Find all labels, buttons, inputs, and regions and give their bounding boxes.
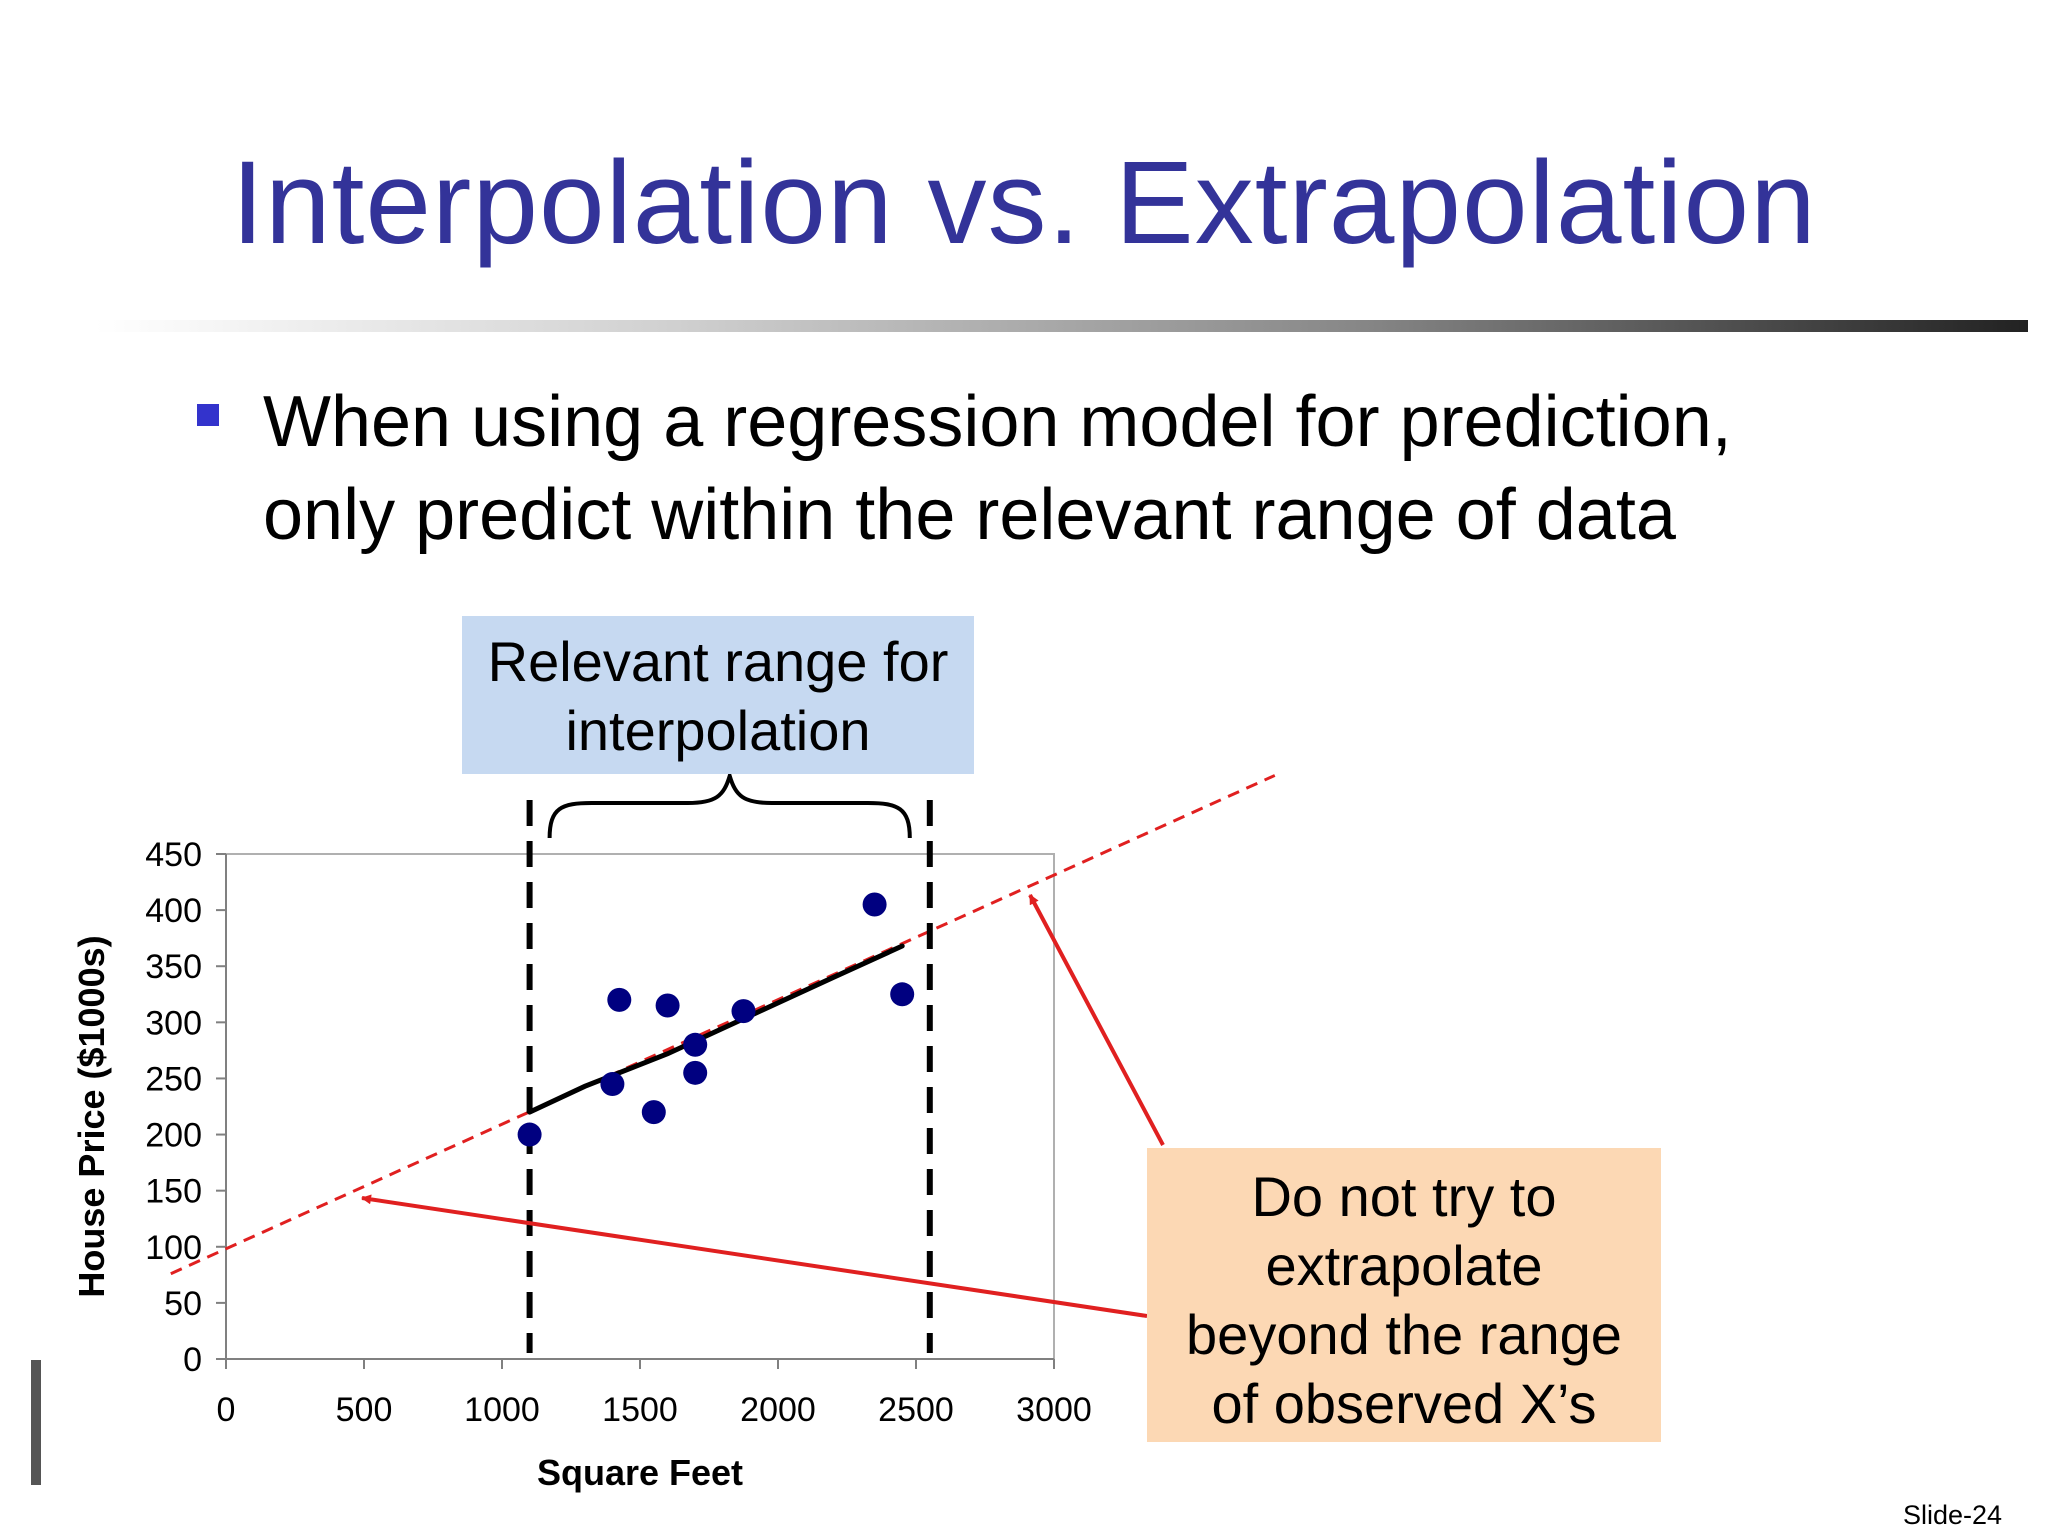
extrapolation-line <box>170 774 1276 1276</box>
bullet-line-1: When using a regression model for predic… <box>263 382 1732 462</box>
x-tick-label: 2000 <box>740 1391 816 1429</box>
y-tick-label: 50 <box>164 1285 202 1323</box>
left-edge-mark <box>31 1360 41 1485</box>
regression-line <box>527 943 905 1115</box>
y-tick-label: 0 <box>183 1341 202 1379</box>
y-tick-label: 200 <box>145 1117 202 1155</box>
data-point <box>607 987 632 1012</box>
slide-number: Slide-24 <box>1902 1500 2002 1530</box>
bullet-marker <box>197 404 219 426</box>
y-tick-label: 300 <box>145 1004 202 1042</box>
x-tick-label: 0 <box>217 1391 236 1429</box>
y-tick-label: 350 <box>145 948 202 986</box>
x-tick-label: 500 <box>336 1391 393 1429</box>
y-tick-label: 400 <box>145 892 202 930</box>
y-axis-title: House Price ($1000s) <box>71 935 112 1297</box>
callout-extrap-line-3: beyond the range <box>1186 1303 1622 1366</box>
x-axis-title: Square Feet <box>537 1452 743 1493</box>
data-point <box>600 1072 625 1097</box>
data-point <box>890 982 915 1007</box>
bullet-text: When using a regression model for predic… <box>263 376 2003 562</box>
x-tick-label: 1000 <box>464 1391 540 1429</box>
callout-extrap-line-1: Do not try to <box>1251 1165 1557 1228</box>
slide-title: Interpolation vs. Extrapolation <box>231 137 1817 269</box>
range-brace <box>547 769 912 839</box>
y-tick-label: 100 <box>145 1229 202 1267</box>
callout-range-line-1: Relevant range for <box>487 630 949 693</box>
bullet-line-2: only predict within the relevant range o… <box>263 475 1676 555</box>
data-point <box>683 1032 708 1057</box>
y-tick-label: 250 <box>145 1060 202 1098</box>
callout-range-line-2: interpolation <box>565 699 871 762</box>
data-point <box>655 993 680 1018</box>
x-tick-label: 1500 <box>602 1391 678 1429</box>
title-divider <box>95 320 2028 332</box>
data-point <box>683 1060 708 1085</box>
data-point <box>862 892 887 917</box>
y-tick-label: 450 <box>145 836 202 874</box>
arrow-to-lower-extrapolation <box>361 1194 1148 1318</box>
y-tick-label: 150 <box>145 1173 202 1211</box>
relevant-range-callout: Relevant range for interpolation <box>462 616 974 774</box>
x-tick-label: 2500 <box>878 1391 954 1429</box>
data-point <box>641 1100 666 1125</box>
extrapolation-warning-callout: Do not try to extrapolate beyond the ran… <box>1147 1148 1661 1442</box>
data-point <box>517 1122 542 1147</box>
x-tick-label: 3000 <box>1016 1391 1092 1429</box>
callout-extrap-line-2: extrapolate <box>1265 1234 1543 1297</box>
data-point <box>731 999 756 1024</box>
arrow-to-upper-extrapolation <box>1028 894 1165 1146</box>
callout-extrap-line-4: of observed X’s <box>1211 1372 1597 1435</box>
